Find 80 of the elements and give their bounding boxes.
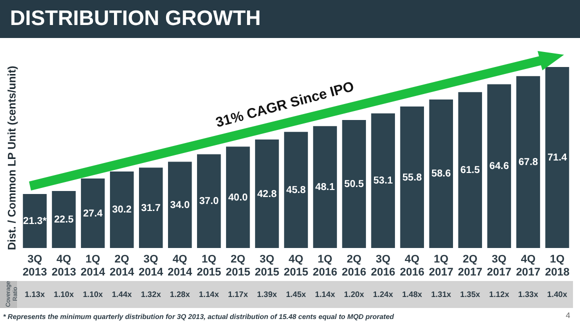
data-label: 45.8 bbox=[286, 184, 306, 196]
y-axis-title: Dist. / Common LP Unit (cents/unit) bbox=[6, 65, 18, 250]
data-label: 50.5 bbox=[344, 178, 364, 190]
text: 1.20x bbox=[344, 290, 365, 299]
bar bbox=[371, 113, 395, 248]
data-label: 37.0 bbox=[199, 196, 220, 208]
data-label: 67.8 bbox=[518, 157, 538, 168]
text: 1.32x bbox=[140, 290, 162, 299]
x-tick-label: 3Q 2013 bbox=[22, 254, 48, 278]
x-tick-label: 2Q 2014 bbox=[110, 254, 135, 278]
bar bbox=[22, 194, 47, 248]
bar bbox=[80, 178, 105, 248]
data-label: 40.0 bbox=[228, 192, 248, 204]
data-label: 61.5 bbox=[460, 165, 480, 176]
x-tick-label: 4Q 2015 bbox=[284, 254, 308, 278]
text: 1.14x bbox=[315, 290, 336, 299]
data-label: 42.8 bbox=[257, 188, 278, 200]
text: 4 bbox=[566, 311, 571, 320]
text: 1.13x bbox=[24, 290, 46, 299]
bar bbox=[487, 84, 512, 248]
x-tick-label: 2Q 2015 bbox=[226, 254, 250, 278]
bar bbox=[138, 168, 163, 248]
text: 1.12x bbox=[489, 290, 510, 299]
data-label: 48.1 bbox=[315, 182, 336, 194]
text: 1.48x bbox=[402, 290, 423, 299]
bar bbox=[545, 67, 570, 248]
bar bbox=[168, 162, 192, 248]
bar bbox=[458, 92, 482, 248]
bar bbox=[429, 99, 454, 248]
x-tick-label: 4Q 2013 bbox=[52, 254, 76, 278]
bar bbox=[52, 190, 76, 248]
x-tick-label: 1Q 2016 bbox=[312, 254, 338, 278]
data-label: 58.6 bbox=[431, 168, 452, 180]
text: 1.45x bbox=[286, 290, 307, 299]
x-tick-label: 4Q 2014 bbox=[168, 254, 194, 278]
bar bbox=[342, 120, 366, 248]
data-label: 34.0 bbox=[170, 200, 190, 211]
bar bbox=[516, 76, 540, 248]
text: 1.24x bbox=[373, 290, 394, 299]
data-label: 64.6 bbox=[489, 161, 510, 172]
text: 1.35x bbox=[460, 290, 481, 299]
text: 1.14x bbox=[198, 290, 220, 299]
data-label: 55.8 bbox=[402, 172, 422, 184]
data-label: 31.7 bbox=[141, 202, 162, 214]
text: 1.33x bbox=[518, 290, 539, 299]
x-tick-label: 3Q 2015 bbox=[254, 254, 280, 278]
text: 1.17x bbox=[228, 290, 249, 299]
chart-title: DISTRIBUTION GROWTH bbox=[0, 0, 580, 38]
x-tick-label: 3Q 2014 bbox=[138, 254, 164, 278]
data-label: 30.2 bbox=[112, 204, 132, 216]
bar bbox=[400, 106, 424, 248]
x-tick-label: 3Q 2017 bbox=[486, 254, 512, 278]
data-label: 27.4 bbox=[83, 208, 104, 220]
x-tick-label: 1Q 2017 bbox=[428, 254, 454, 278]
bar bbox=[226, 146, 250, 248]
x-tick-label: 2Q 2017 bbox=[458, 254, 482, 278]
bar bbox=[284, 132, 308, 248]
text: 1.10x bbox=[82, 290, 104, 299]
x-tick-label: 4Q 2016 bbox=[400, 254, 424, 278]
x-tick-label: 1Q 2015 bbox=[196, 254, 222, 278]
x-tick-label: 1Q 2018 bbox=[544, 254, 570, 278]
data-label: 53.1 bbox=[373, 176, 394, 187]
bar bbox=[255, 140, 279, 248]
text: 1.39x bbox=[256, 290, 278, 299]
x-tick-label: 3Q 2016 bbox=[370, 254, 396, 278]
bar bbox=[197, 154, 221, 248]
data-label: 21.3* bbox=[23, 216, 47, 227]
data-label: 22.5 bbox=[54, 214, 74, 226]
text: 1.44x bbox=[112, 290, 132, 299]
text: 1.31x bbox=[431, 290, 452, 299]
annotation: 31% CAGR Since IPO bbox=[214, 78, 356, 130]
bar bbox=[313, 126, 337, 248]
data-label: 71.4 bbox=[547, 152, 568, 164]
text: 1.40x bbox=[547, 290, 568, 299]
x-tick-label: 1Q 2014 bbox=[80, 254, 106, 278]
x-tick-label: 2Q 2016 bbox=[342, 254, 366, 278]
text: 1.10x bbox=[54, 290, 74, 299]
text: 1.28x bbox=[170, 290, 190, 299]
x-tick-label: 4Q 2017 bbox=[516, 254, 540, 278]
bar bbox=[110, 171, 134, 248]
